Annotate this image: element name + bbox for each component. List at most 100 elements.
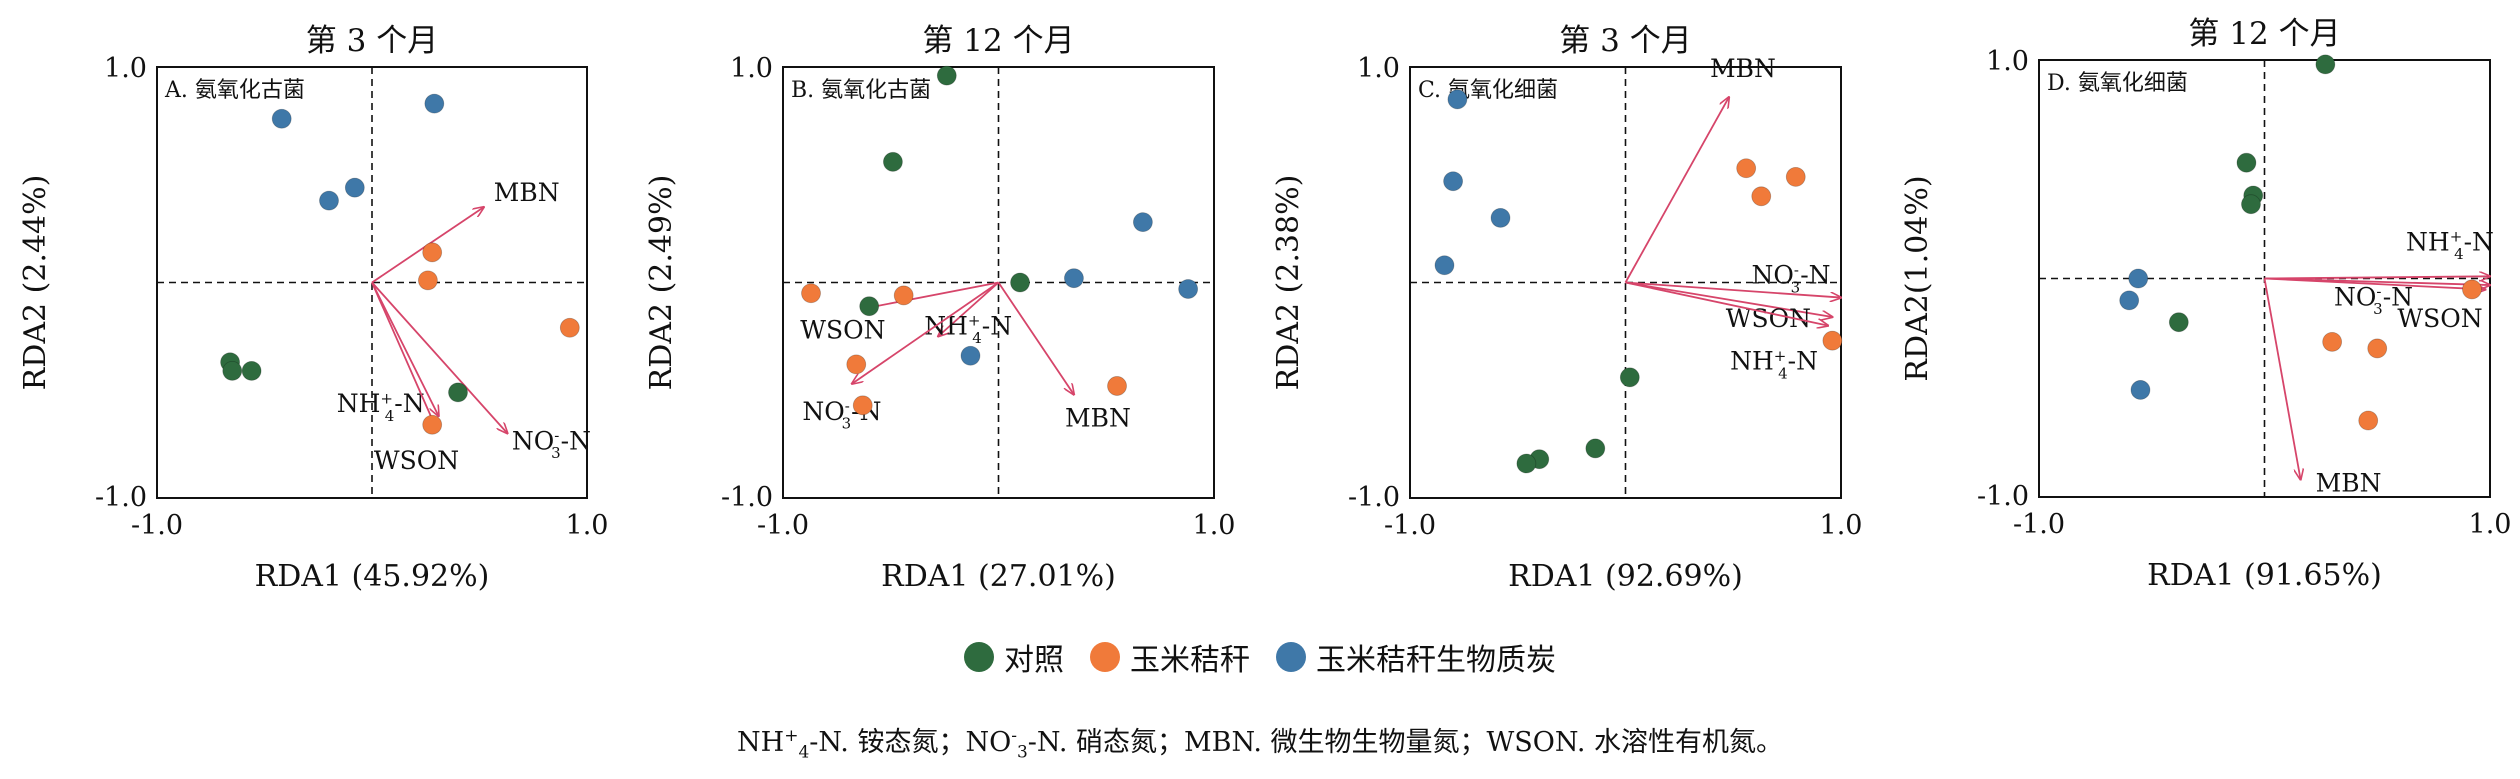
data-point-straw [417,270,438,291]
data-point-control [859,296,880,317]
data-point-straw [1785,167,1806,187]
x-tick-label: 1.0 [1193,510,1236,541]
y-tick-label: 1.0 [104,53,147,84]
x-tick-label: 1.0 [566,510,609,541]
x-tick-label: 1.0 [2469,509,2512,540]
data-point-straw [893,285,914,306]
panel-label: C. 氨氧化细菌 [1418,78,1558,103]
data-point-control [1585,438,1606,459]
env-arrow-label: NH+ 4-N [924,311,1012,347]
x-axis-label: RDA1 (92.69%) [1508,559,1743,594]
env-arrow-label: MBN [2316,469,2382,498]
y-tick-label: -1.0 [1348,482,1400,513]
data-point-straw [2367,338,2388,359]
data-point-biochar [960,345,981,366]
data-point-straw [559,317,580,338]
data-point-biochar [1490,207,1511,228]
data-point-straw [846,354,867,375]
data-point-control [1619,367,1640,388]
chart-panel-1: 第 3 个月A. 氨氧化古菌 -1.0 1.0 1.0 -1.0 RDA1 (45.92%… [18,23,608,594]
env-arrow [2264,276,2491,278]
env-arrow [852,281,1000,384]
footnote-text-1: -N. 铵态氮；NO [809,727,1012,758]
data-point-straw [2358,410,2379,431]
data-point-biochar [424,93,445,114]
legend-item-straw: 玉米秸秆 [1090,635,1250,679]
x-tick-label: -1.0 [1384,510,1436,541]
y-tick-label: 1.0 [730,53,773,84]
y-tick-label: -1.0 [721,482,773,513]
env-arrow-label: NO-3-N [512,426,591,462]
legend-item-control: 对照 [964,635,1064,679]
chart-panel-3: 第 3 个月C. 氨氧化细菌 -1.0 1.0 1.0 -1.0 RDA1 (92.69%… [1271,23,1862,594]
data-point-control [2236,152,2257,173]
legend-swatch-biochar [1276,642,1306,672]
x-tick-label: -1.0 [131,510,183,541]
env-arrow-label: WSON [374,446,459,475]
env-arrow [865,281,999,309]
data-point-straw [2322,331,2343,352]
env-arrow [371,282,437,430]
data-point-biochar [1434,255,1455,276]
env-arrow [371,282,439,417]
data-point-biochar [1178,279,1199,299]
x-tick-label: -1.0 [757,510,809,541]
env-arrow-label: NH+ 4-N [1730,347,1818,383]
env-arrow-label: MBN [1710,54,1776,83]
data-point-straw [852,395,873,416]
env-arrow-label: MBN [1065,404,1131,433]
env-arrow-label: NO-3-N [2334,282,2413,318]
legend-label-straw: 玉米秸秆 [1130,643,1250,678]
x-axis-label: RDA1 (45.92%) [255,559,490,594]
env-arrow [2264,277,2491,286]
data-point-biochar [1443,171,1463,192]
footnote-nh4-sub: 4 [798,742,810,763]
env-arrow-label: NH+ 4-N [2406,227,2494,263]
legend: 对照 玉米秸秆 玉米秸秆生物质炭 [0,632,2520,682]
panel-label: A. 氨氧化古菌 [164,78,305,103]
data-point-biochar [319,190,339,211]
data-point-straw [2462,279,2482,300]
y-axis-label: RDA2 (2.49%) [644,175,679,391]
env-arrow-label: WSON [2397,304,2482,333]
x-tick-label: -1.0 [2013,509,2065,540]
footnote: NH+4-N. 铵态氮；NO-3-N. 硝态氮；MBN. 微生物生物量氮；WSO… [0,720,2520,762]
env-arrow-label: NO-3-N [1751,261,1830,297]
data-point-control [222,360,243,381]
env-arrow [2263,278,2301,480]
chart-panel-4: 第 12 个月D. 氨氧化细菌 -1.0 1.0 1.0 -1.0 RDA1 (91.65… [1900,16,2511,593]
data-point-control [936,65,957,86]
data-point-control [2315,54,2336,75]
env-arrow-label: WSON [800,315,885,344]
legend-label-biochar: 玉米秸秆生物质炭 [1316,643,1556,678]
x-tick-label: 1.0 [1820,510,1863,541]
data-point-control [2168,312,2189,333]
data-point-control [448,382,468,403]
data-point-straw [1822,330,1843,351]
env-arrow [1625,281,1842,298]
env-arrow [997,281,1074,395]
data-point-control [1516,453,1537,474]
legend-swatch-control [964,642,994,672]
footnote-nh4-sup: + [784,726,799,746]
data-point-control [2241,194,2261,215]
chart-title: 第 3 个月 [306,23,438,59]
footnote-no3-sub: 3 [1016,742,1028,763]
y-tick-label: -1.0 [1977,481,2029,512]
chart-title: 第 12 个月 [922,23,1074,59]
data-point-straw [1736,158,1757,179]
legend-swatch-straw [1090,642,1120,672]
data-point-biochar [271,108,292,129]
y-axis-label: RDA2 (2.44%) [18,175,53,391]
y-tick-label: 1.0 [1357,53,1400,84]
legend-label-control: 对照 [1004,643,1064,678]
data-point-biochar [1064,268,1084,289]
x-axis-label: RDA1 (27.01%) [881,559,1116,594]
env-arrow [1624,97,1729,283]
legend-item-biochar: 玉米秸秆生物质炭 [1276,635,1556,679]
data-point-control [241,360,262,381]
footnote-text-2: -N. 硝态氮；MBN. 微生物生物量氮；WSON. 水溶性有机氮。 [1027,727,1783,758]
env-arrow-label: MBN [494,178,560,207]
y-tick-label: 1.0 [1986,46,2029,77]
